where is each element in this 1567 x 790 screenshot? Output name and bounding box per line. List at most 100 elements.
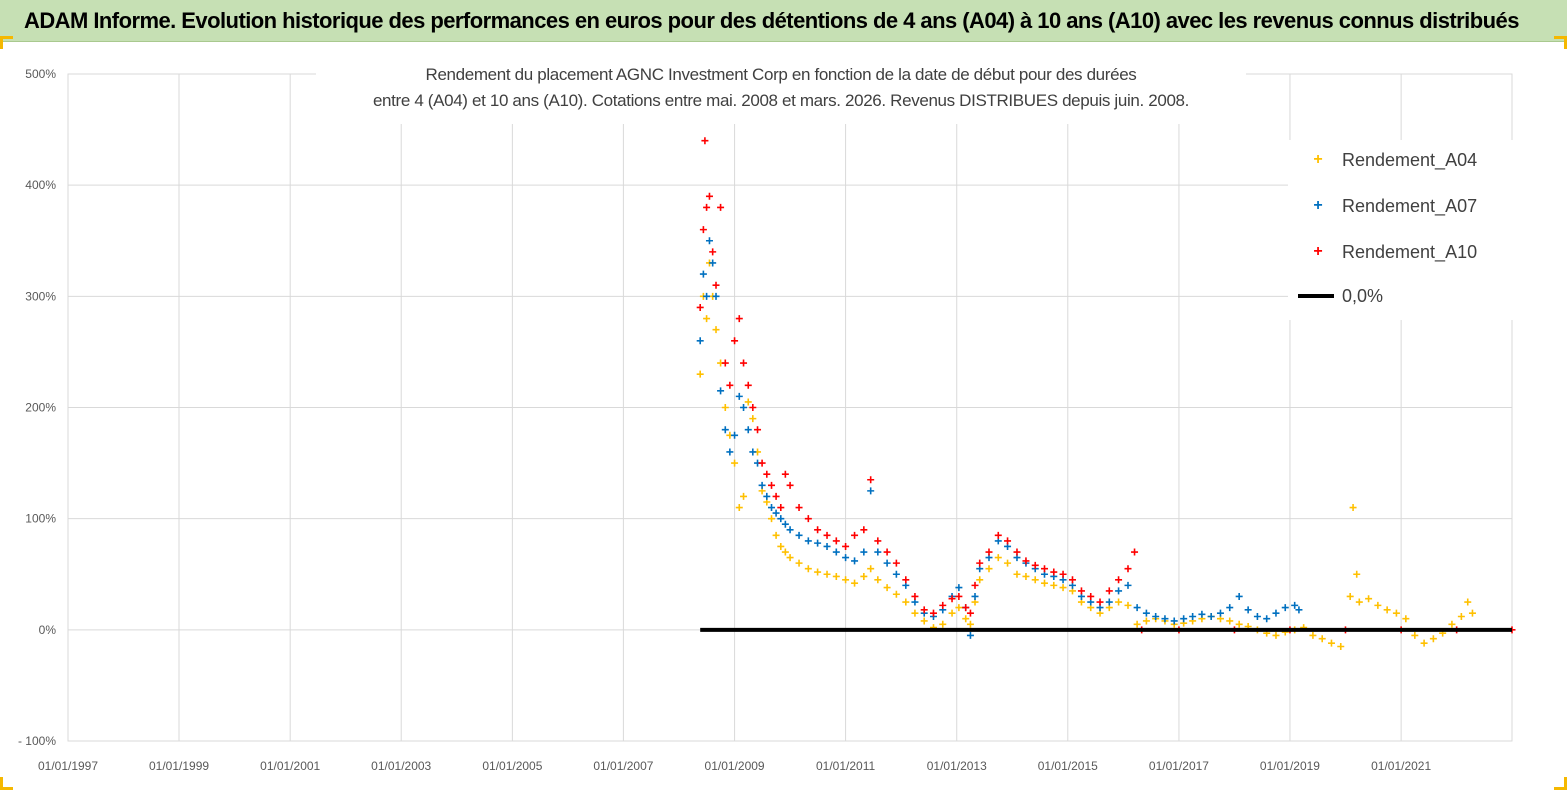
data-point xyxy=(962,615,970,623)
legend-marker-a07: + xyxy=(1313,197,1323,214)
y-tick-label: - 100% xyxy=(18,734,56,748)
x-tick-label: 01/01/1999 xyxy=(149,759,209,773)
data-point xyxy=(1207,612,1215,620)
data-point xyxy=(754,426,762,434)
data-point xyxy=(1133,604,1141,612)
data-point xyxy=(874,537,882,545)
x-tick-label: 01/01/2015 xyxy=(1038,759,1098,773)
data-point xyxy=(1235,620,1243,628)
y-tick-label: 200% xyxy=(25,401,56,415)
y-tick-label: 0% xyxy=(39,623,57,637)
data-point xyxy=(699,270,707,278)
data-point xyxy=(883,559,891,567)
data-point xyxy=(939,620,947,628)
data-point xyxy=(721,404,729,411)
data-point xyxy=(1327,639,1335,647)
data-point xyxy=(1464,598,1472,606)
data-point xyxy=(902,598,910,606)
data-point xyxy=(1115,598,1123,606)
legend-label-a04: Rendement_A04 xyxy=(1342,149,1478,170)
data-point xyxy=(726,448,734,456)
data-point xyxy=(1468,609,1476,617)
data-point xyxy=(929,609,937,617)
data-point xyxy=(860,526,868,534)
data-point xyxy=(1161,615,1169,623)
data-point xyxy=(758,459,766,467)
data-point xyxy=(939,601,947,609)
report-banner: ADAM Informe. Evolution historique des p… xyxy=(0,0,1567,42)
data-point xyxy=(1013,570,1021,578)
data-point xyxy=(744,381,752,389)
data-point xyxy=(1457,612,1465,620)
data-point xyxy=(1189,612,1197,620)
data-point xyxy=(966,620,974,628)
data-point xyxy=(1115,587,1123,595)
data-point xyxy=(731,459,739,467)
data-point xyxy=(892,570,900,578)
data-point xyxy=(1291,601,1299,609)
data-point xyxy=(1392,609,1400,617)
data-point xyxy=(1087,592,1095,600)
data-point xyxy=(1374,601,1382,609)
x-axis-ticks: 01/01/1997 01/01/1999 01/01/2001 01/01/2003… xyxy=(38,759,1432,773)
legend-item-a07: + Rendement_A07 xyxy=(1298,191,1477,221)
data-point xyxy=(976,559,984,567)
legend-label-a07: Rendement_A07 xyxy=(1342,195,1478,216)
data-point xyxy=(832,537,840,545)
data-point xyxy=(804,565,812,573)
report-title: ADAM Informe. Evolution historique des p… xyxy=(24,8,1519,33)
data-point xyxy=(1180,615,1188,623)
data-point xyxy=(1105,598,1113,606)
data-point xyxy=(749,415,757,423)
data-point xyxy=(851,531,859,539)
data-point xyxy=(731,431,739,439)
corner-accent-top-right xyxy=(1554,36,1567,49)
data-point xyxy=(1096,598,1104,606)
data-point xyxy=(860,548,868,556)
data-point xyxy=(867,487,875,495)
data-point xyxy=(1124,601,1132,609)
data-point xyxy=(749,404,757,411)
data-point xyxy=(1059,570,1067,578)
data-point xyxy=(1142,609,1150,617)
data-point xyxy=(768,481,776,489)
data-point xyxy=(1349,504,1357,512)
data-point xyxy=(1318,635,1326,643)
y-tick-label: 300% xyxy=(25,289,56,303)
data-point xyxy=(1272,631,1280,639)
data-point xyxy=(703,315,711,323)
data-point xyxy=(1041,565,1049,573)
data-point xyxy=(768,504,776,512)
data-point xyxy=(948,595,956,603)
data-point xyxy=(1131,548,1139,556)
data-point xyxy=(1050,568,1058,576)
data-point xyxy=(955,604,963,612)
data-point xyxy=(1105,587,1113,595)
data-point xyxy=(1013,548,1021,556)
corner-accent-top-left xyxy=(0,36,13,49)
legend-marker-a04: + xyxy=(1313,151,1323,168)
data-point xyxy=(786,526,794,534)
data-point xyxy=(712,292,720,300)
data-point xyxy=(1004,559,1012,567)
legend-item-a04: + Rendement_A04 xyxy=(1298,145,1477,175)
data-point xyxy=(701,137,709,145)
data-point xyxy=(696,370,704,378)
data-point xyxy=(1337,643,1345,651)
chart-marks xyxy=(696,137,1516,651)
data-point xyxy=(994,531,1002,539)
data-point xyxy=(883,548,891,556)
data-point xyxy=(763,470,771,478)
data-point xyxy=(1041,579,1049,587)
data-point xyxy=(867,565,875,573)
data-point xyxy=(1124,565,1132,573)
data-point xyxy=(1429,635,1437,643)
data-point xyxy=(703,203,711,211)
data-point xyxy=(1226,604,1234,612)
data-point xyxy=(966,631,974,639)
data-point xyxy=(777,504,785,512)
data-point xyxy=(735,504,743,512)
data-point xyxy=(1031,561,1039,569)
data-point xyxy=(883,584,891,592)
data-point xyxy=(1402,615,1410,623)
